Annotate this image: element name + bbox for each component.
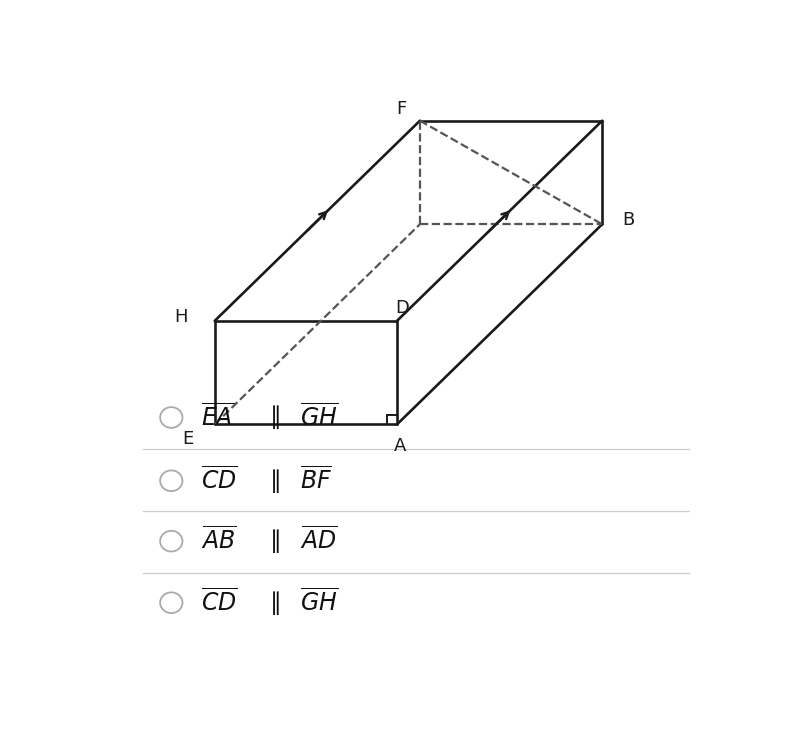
Text: $\overline{CD}$: $\overline{CD}$ <box>201 467 238 495</box>
Text: F: F <box>396 100 406 118</box>
Text: B: B <box>622 211 634 229</box>
Text: $\overline{GH}$: $\overline{GH}$ <box>300 404 338 431</box>
Text: $\parallel$: $\parallel$ <box>265 403 280 432</box>
Text: $\parallel$: $\parallel$ <box>265 467 280 495</box>
Text: $\overline{AB}$: $\overline{AB}$ <box>201 527 237 555</box>
Text: E: E <box>182 430 193 447</box>
Text: $\parallel$: $\parallel$ <box>265 527 280 555</box>
Text: $\overline{BF}$: $\overline{BF}$ <box>300 467 332 495</box>
Text: $\overline{GH}$: $\overline{GH}$ <box>300 589 338 616</box>
Text: $\parallel$: $\parallel$ <box>265 589 280 617</box>
Text: $\overline{AD}$: $\overline{AD}$ <box>300 527 338 555</box>
Text: D: D <box>395 300 409 317</box>
Text: $\overline{CD}$: $\overline{CD}$ <box>201 589 238 616</box>
Text: $\overline{EA}$: $\overline{EA}$ <box>201 404 234 431</box>
Text: H: H <box>174 308 187 326</box>
Text: A: A <box>394 437 406 455</box>
